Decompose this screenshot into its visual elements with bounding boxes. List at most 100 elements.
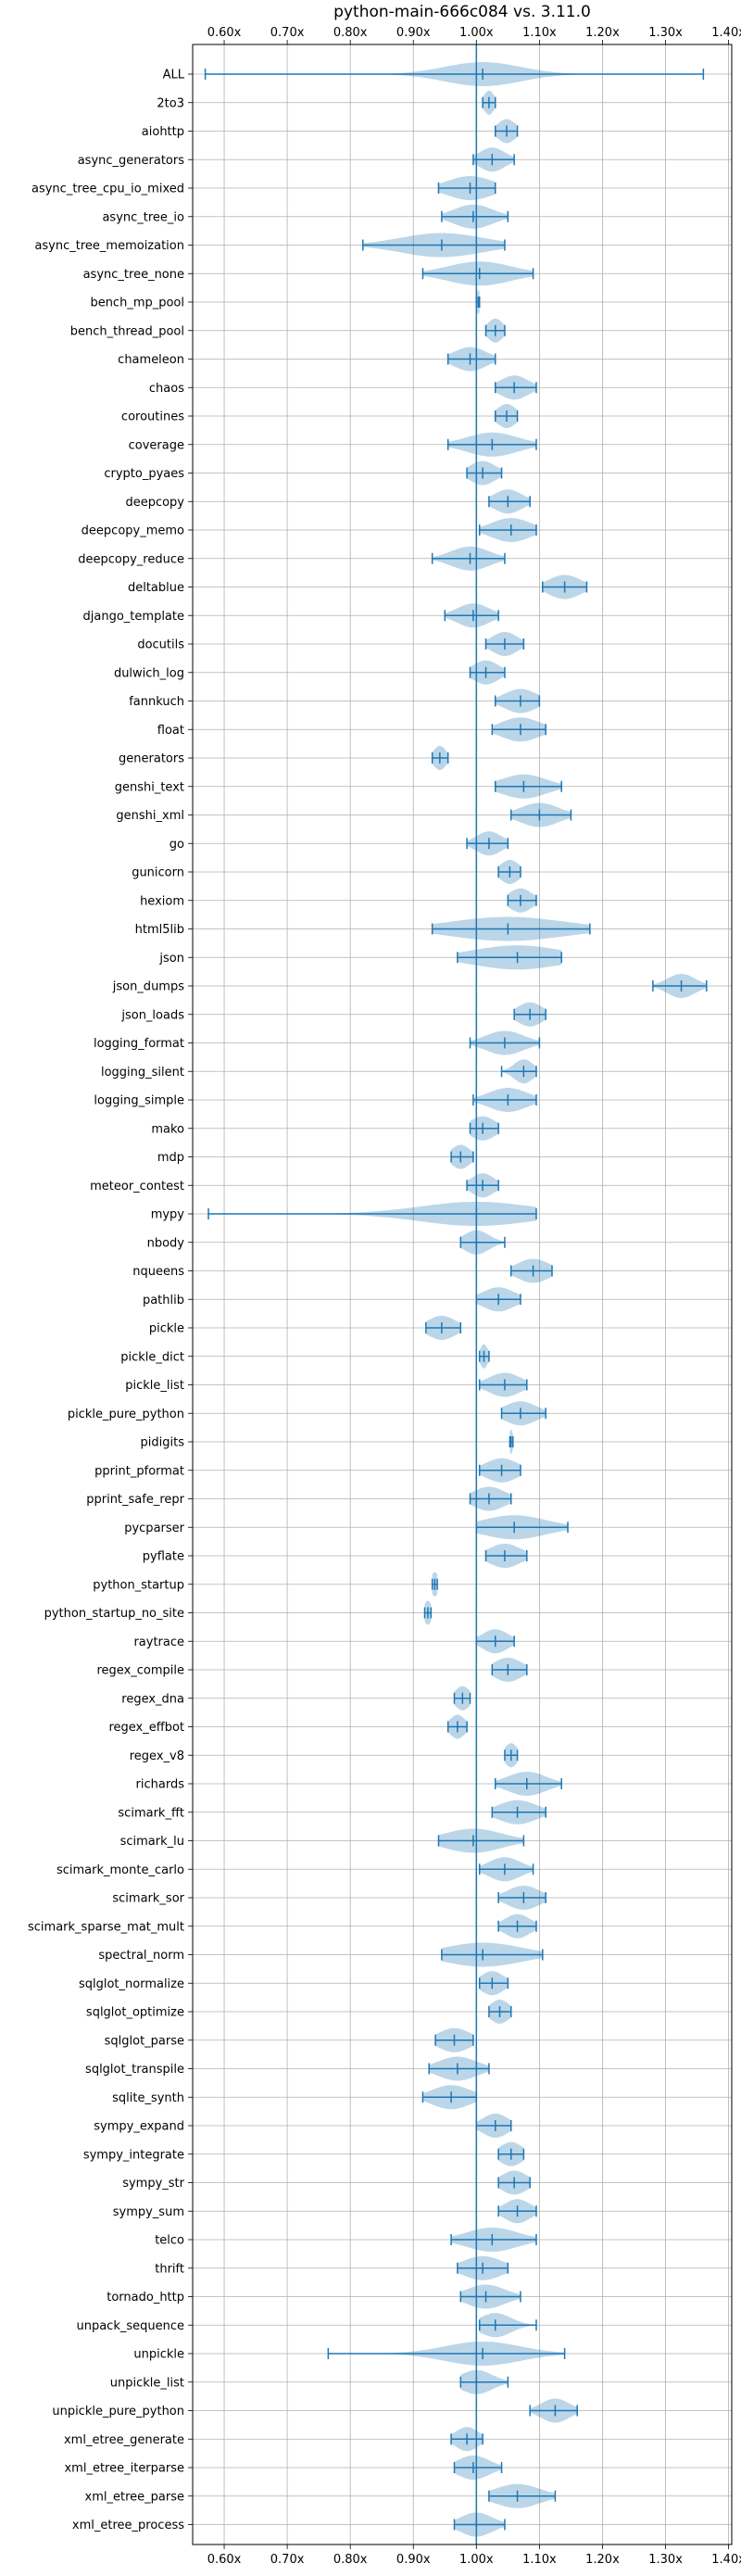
axis-layer: 0.60x 0.60x 0.70x 0.70x 0.80x 0.80x 0.90x 0.90x… bbox=[28, 26, 741, 2567]
category-label: pprint_safe_repr bbox=[86, 1493, 184, 1507]
category-label: json bbox=[158, 952, 184, 966]
violin-ALL bbox=[204, 62, 705, 86]
category-label: hexiom bbox=[140, 894, 184, 908]
category-label: gunicorn bbox=[132, 866, 184, 880]
category-label: logging_silent bbox=[101, 1066, 184, 1080]
violin-unpickle_list bbox=[459, 2369, 509, 2394]
violin-richards bbox=[494, 1772, 562, 1796]
violin-regex_effbot bbox=[446, 1714, 468, 1739]
violin-json_loads bbox=[513, 1002, 546, 1027]
category-label: pyflate bbox=[143, 1550, 184, 1564]
category-label: json_loads bbox=[120, 1008, 184, 1022]
violin-pathlib bbox=[475, 1287, 521, 1312]
category-label: chameleon bbox=[118, 353, 184, 367]
category-label: coverage bbox=[129, 438, 184, 452]
violin-dulwich_log bbox=[469, 660, 506, 685]
violin-python_startup bbox=[431, 1572, 438, 1597]
category-label: xml_etree_iterparse bbox=[64, 2462, 184, 2476]
violin-crypto_pyaes bbox=[466, 461, 503, 486]
x-tick-label-bottom: 0.90x bbox=[396, 2553, 431, 2567]
category-label: sqlglot_transpile bbox=[85, 2063, 184, 2077]
category-label: pickle_pure_python bbox=[68, 1408, 184, 1421]
x-tick-label-bottom: 1.20x bbox=[585, 2553, 620, 2567]
violin-sqlglot_optimize bbox=[488, 2000, 512, 2024]
category-label: pickle_dict bbox=[120, 1350, 184, 1364]
category-label: regex_compile bbox=[96, 1664, 184, 1678]
violin-mdp bbox=[450, 1144, 474, 1169]
category-label: bench_mp_pool bbox=[90, 297, 184, 310]
violin-logging_format bbox=[469, 1030, 541, 1055]
category-label: pycparser bbox=[124, 1522, 184, 1535]
category-label: html5lib bbox=[135, 923, 184, 937]
x-tick-label-top: 0.70x bbox=[270, 26, 305, 40]
x-tick-label-bottom: 0.80x bbox=[333, 2553, 368, 2567]
category-label: 2to3 bbox=[157, 96, 184, 110]
x-tick-label-top: 0.60x bbox=[207, 26, 242, 40]
category-label: unpack_sequence bbox=[76, 2319, 184, 2333]
category-label: genshi_xml bbox=[116, 809, 184, 823]
violin-logging_silent bbox=[500, 1059, 537, 1084]
violin-async_tree_none bbox=[421, 261, 534, 286]
violin-telco bbox=[450, 2228, 537, 2252]
category-label: genshi_text bbox=[115, 780, 184, 794]
violin-sqlglot_parse bbox=[434, 2027, 474, 2052]
violin-pprint_safe_repr bbox=[469, 1486, 512, 1511]
violin-unpickle bbox=[327, 2342, 566, 2366]
category-label: deltablue bbox=[128, 581, 184, 595]
violin-scimark_fft bbox=[491, 1799, 546, 1825]
violin-layer bbox=[204, 62, 708, 2537]
violin-unpickle_pure_python bbox=[529, 2398, 578, 2423]
violin-raytrace bbox=[475, 1629, 515, 1654]
violin-xml_etree_process bbox=[453, 2512, 506, 2537]
category-label: pickle bbox=[149, 1322, 184, 1336]
violin-regex_compile bbox=[491, 1658, 528, 1682]
grid-layer bbox=[193, 44, 732, 2544]
x-tick-label-bottom: 1.00x bbox=[459, 2553, 494, 2567]
violin-docutils bbox=[484, 632, 525, 656]
violin-pickle_pure_python bbox=[500, 1401, 546, 1426]
violin-coverage bbox=[446, 432, 537, 457]
category-label: float bbox=[157, 724, 184, 738]
x-tick-label-top: 1.10x bbox=[522, 26, 557, 40]
category-label: raytrace bbox=[133, 1635, 184, 1649]
violin-gunicorn bbox=[497, 860, 521, 884]
x-tick-label-bottom: 1.30x bbox=[648, 2553, 683, 2567]
violin-scimark_monte_carlo bbox=[478, 1857, 534, 1882]
violin-django_template bbox=[444, 603, 499, 628]
category-label: go bbox=[170, 838, 184, 852]
category-label: deepcopy_reduce bbox=[78, 552, 184, 566]
category-label: python_startup bbox=[93, 1578, 184, 1592]
violin-pprint_pformat bbox=[478, 1458, 521, 1483]
violin-deltablue bbox=[542, 575, 588, 600]
violin-fannkuch bbox=[494, 688, 541, 713]
category-label: deepcopy_memo bbox=[82, 524, 184, 538]
violin-logging_simple bbox=[472, 1088, 537, 1112]
category-label: pickle_list bbox=[125, 1379, 184, 1393]
violin-sympy_sum bbox=[497, 2199, 537, 2224]
x-tick-label-bottom: 1.10x bbox=[522, 2553, 557, 2567]
category-label: regex_dna bbox=[121, 1692, 184, 1706]
x-tick-label-top: 1.20x bbox=[585, 26, 620, 40]
category-label: xml_etree_process bbox=[72, 2519, 184, 2532]
violin-sqlglot_transpile bbox=[428, 2056, 490, 2081]
category-label: chaos bbox=[149, 382, 184, 396]
violin-bench_thread_pool bbox=[484, 318, 506, 343]
violin-mako bbox=[469, 1116, 499, 1141]
chart-title: python-main-666c084 vs. 3.11.0 bbox=[333, 3, 591, 21]
violin-chameleon bbox=[446, 347, 496, 372]
x-tick-label-top: 1.30x bbox=[648, 26, 683, 40]
category-label: thrift bbox=[155, 2262, 184, 2276]
x-tick-label-top: 1.40x bbox=[711, 26, 741, 40]
violin-sympy_expand bbox=[475, 2114, 512, 2138]
category-label: async_tree_none bbox=[83, 268, 184, 282]
violin-xml_etree_generate bbox=[450, 2427, 484, 2452]
category-label: regex_effbot bbox=[108, 1721, 184, 1735]
violin-async_tree_cpu_io_mixed bbox=[437, 176, 496, 200]
violin-float bbox=[491, 717, 546, 742]
violin-regex_v8 bbox=[504, 1743, 519, 1768]
violin-sqlite_synth bbox=[421, 2085, 478, 2110]
category-label: richards bbox=[136, 1778, 185, 1792]
violin-sympy_str bbox=[497, 2170, 531, 2195]
category-label: sqlite_synth bbox=[112, 2091, 184, 2105]
x-tick-label-top: 1.00x bbox=[459, 26, 494, 40]
